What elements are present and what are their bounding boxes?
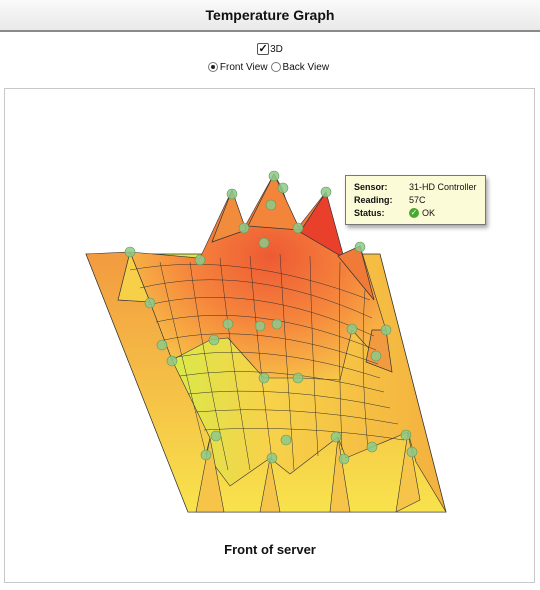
- front-spikes: [195, 431, 421, 513]
- 3d-checkbox[interactable]: ✓: [257, 43, 270, 55]
- title-bar: Temperature Graph: [0, 0, 540, 32]
- status-label: Status:: [354, 207, 385, 218]
- check-icon: ✓: [409, 207, 419, 218]
- sensor-marker[interactable]: [166, 355, 178, 367]
- sensor-marker[interactable]: [354, 241, 366, 253]
- sensor-value: 31-HD Controller: [409, 181, 477, 192]
- back-view-radio[interactable]: [270, 62, 281, 72]
- reading-value: 57C: [409, 194, 426, 205]
- sensor-marker[interactable]: [330, 431, 342, 443]
- graph-caption: Front of server: [224, 542, 316, 557]
- sensor-marker[interactable]: [292, 372, 304, 384]
- sensor-marker[interactable]: [238, 222, 250, 234]
- page-title: Temperature Graph: [205, 7, 335, 23]
- sensor-marker[interactable]: [208, 334, 220, 346]
- sensor-marker[interactable]: [406, 446, 418, 458]
- sensor-marker[interactable]: [210, 430, 222, 442]
- sensor-marker[interactable]: [254, 320, 266, 332]
- sensor-marker[interactable]: [265, 199, 277, 211]
- sensor-marker[interactable]: [280, 434, 292, 446]
- sensor-marker[interactable]: [370, 350, 382, 362]
- sensor-marker[interactable]: [292, 222, 304, 234]
- sensor-marker[interactable]: [124, 246, 136, 258]
- back-view-option[interactable]: Back View: [270, 61, 330, 73]
- front-view-label[interactable]: Front View: [219, 61, 268, 73]
- sensor-marker[interactable]: [258, 237, 270, 249]
- sensor-marker[interactable]: [346, 323, 358, 335]
- sensor-marker[interactable]: [226, 188, 238, 200]
- 3d-label[interactable]: 3D: [270, 43, 283, 55]
- sensor-marker[interactable]: [271, 318, 283, 330]
- sensor-marker[interactable]: [366, 441, 378, 453]
- view-controls: ✓ 3D Front View Back View: [0, 40, 540, 76]
- surface-mesh: [129, 253, 405, 471]
- sensor-marker[interactable]: [144, 297, 156, 309]
- sensor-marker[interactable]: [156, 339, 168, 351]
- sensor-marker[interactable]: [258, 372, 270, 384]
- sensor-marker[interactable]: [268, 170, 280, 182]
- back-view-label[interactable]: Back View: [282, 61, 330, 73]
- sensor-marker[interactable]: [266, 452, 278, 464]
- sensor-marker[interactable]: [400, 429, 412, 441]
- front-view-option[interactable]: Front View: [207, 61, 268, 73]
- sensor-marker[interactable]: [338, 453, 350, 465]
- reading-label: Reading:: [354, 194, 393, 205]
- status-value: OK: [422, 207, 436, 218]
- sensor-marker[interactable]: [320, 186, 332, 198]
- sensor-marker[interactable]: [380, 324, 392, 336]
- sensor-tooltip: Sensor: 31-HD Controller Reading: 57C St…: [345, 175, 486, 225]
- sensor-marker[interactable]: [277, 182, 289, 194]
- sensor-markers[interactable]: [124, 170, 418, 465]
- front-view-radio[interactable]: [207, 62, 218, 72]
- sensor-marker[interactable]: [200, 449, 212, 461]
- sensor-label: Sensor:: [354, 181, 388, 192]
- sensor-marker[interactable]: [194, 254, 206, 266]
- sensor-marker[interactable]: [222, 318, 234, 330]
